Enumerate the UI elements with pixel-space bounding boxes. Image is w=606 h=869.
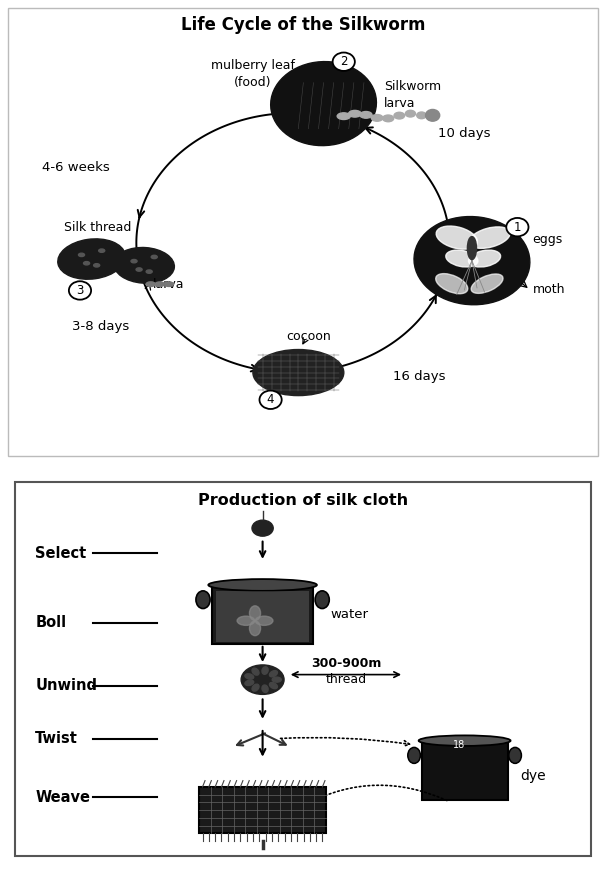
Ellipse shape [252,668,259,675]
Circle shape [506,218,528,236]
Ellipse shape [250,606,261,620]
Circle shape [69,282,91,300]
Ellipse shape [252,521,273,536]
Circle shape [259,390,282,409]
Text: mulberry leaf
(food): mulberry leaf (food) [211,59,295,90]
Ellipse shape [253,349,344,395]
Text: dye: dye [520,769,546,784]
Ellipse shape [255,616,273,626]
Text: 2: 2 [340,56,347,69]
Ellipse shape [471,274,503,294]
Text: 300-900m: 300-900m [311,657,381,670]
Text: water: water [331,608,369,621]
Ellipse shape [446,250,478,267]
Text: 3: 3 [76,284,84,297]
Ellipse shape [469,227,510,249]
Ellipse shape [164,282,173,287]
Polygon shape [422,740,507,799]
Text: Silk thread: Silk thread [64,221,132,234]
Ellipse shape [270,682,278,689]
Ellipse shape [152,255,158,259]
Ellipse shape [382,115,394,122]
Ellipse shape [414,216,530,305]
Text: 3-8 days: 3-8 days [72,320,130,333]
Text: Production of silk cloth: Production of silk cloth [198,494,408,508]
Text: thread: thread [325,673,367,687]
Ellipse shape [146,282,155,287]
Text: moth: moth [533,283,565,296]
Text: Silkworm
larva: Silkworm larva [384,80,441,110]
Text: 18: 18 [453,740,465,750]
Text: 4-6 weeks: 4-6 weeks [42,161,110,174]
Polygon shape [212,585,313,644]
Text: 4: 4 [267,394,275,407]
Ellipse shape [371,115,383,122]
Text: eggs: eggs [533,233,563,246]
Ellipse shape [114,248,175,283]
Ellipse shape [419,735,510,746]
Ellipse shape [58,239,125,279]
Text: Twist: Twist [35,731,78,746]
Ellipse shape [146,270,152,273]
Ellipse shape [262,667,268,674]
Text: Weave: Weave [35,790,90,805]
Text: Boll: Boll [35,615,67,630]
Ellipse shape [250,621,261,636]
Ellipse shape [408,747,421,763]
FancyBboxPatch shape [7,9,598,456]
Ellipse shape [405,110,416,117]
Ellipse shape [348,110,361,117]
Ellipse shape [252,684,259,691]
Ellipse shape [394,112,405,119]
Ellipse shape [136,268,142,271]
Ellipse shape [271,62,376,146]
Text: Unwind: Unwind [35,679,98,693]
Ellipse shape [417,112,426,119]
Text: 1: 1 [514,221,521,234]
Polygon shape [216,591,309,642]
Ellipse shape [131,260,137,262]
Ellipse shape [84,262,90,265]
Text: 10 days: 10 days [438,128,491,141]
Ellipse shape [467,236,476,260]
Ellipse shape [509,747,521,763]
Text: cocoon: cocoon [286,330,331,343]
Ellipse shape [208,579,317,591]
Ellipse shape [270,671,278,677]
Text: 16 days: 16 days [393,370,445,383]
Ellipse shape [262,685,268,693]
Ellipse shape [241,665,284,694]
Ellipse shape [155,282,164,287]
Ellipse shape [272,677,281,682]
Bar [199,787,326,833]
Ellipse shape [360,111,372,118]
Ellipse shape [468,250,501,267]
Circle shape [333,52,355,71]
Text: larva: larva [153,278,185,290]
Ellipse shape [315,591,329,608]
Ellipse shape [436,274,468,294]
FancyBboxPatch shape [15,482,591,856]
Ellipse shape [196,591,210,608]
Ellipse shape [94,263,100,267]
Ellipse shape [337,113,350,120]
Ellipse shape [245,673,254,680]
Ellipse shape [237,616,255,626]
Ellipse shape [79,253,85,256]
Text: Life Cycle of the Silkworm: Life Cycle of the Silkworm [181,17,425,34]
Ellipse shape [245,680,254,686]
Circle shape [425,109,440,121]
Text: Select: Select [35,546,87,561]
Ellipse shape [436,226,478,249]
Ellipse shape [99,249,105,252]
